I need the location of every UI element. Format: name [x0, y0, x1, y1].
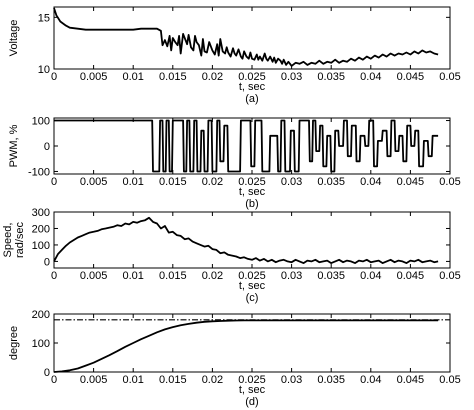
x-axis-label: t, sec: [239, 81, 266, 93]
x-tick-label: 0.005: [80, 71, 108, 83]
x-tick-label: 0.045: [397, 270, 425, 282]
x-tick-label: 0.025: [238, 71, 266, 83]
x-tick-label: 0.025: [238, 270, 266, 282]
x-tick-label: 0.04: [360, 176, 381, 188]
x-tick-label: 0.03: [281, 270, 302, 282]
y-tick-label: 100: [32, 240, 50, 252]
y-tick-label: -100: [28, 166, 50, 178]
x-tick-label: 0.005: [80, 176, 108, 188]
x-tick-label: 0.025: [238, 374, 266, 386]
x-tick-label: 0.01: [122, 270, 143, 282]
plot-frame: [53, 313, 451, 373]
x-tick-label: 0.02: [202, 176, 223, 188]
panel-caption: (a): [245, 93, 258, 105]
voltage-line: [53, 7, 439, 67]
y-tick-label: 100: [32, 338, 50, 350]
x-tick-label: 0: [51, 374, 57, 386]
y-tick-label: 15: [38, 12, 50, 24]
x-tick-label: 0: [51, 71, 57, 83]
pwm-line: [54, 119, 439, 173]
x-tick-label: 0.015: [159, 71, 187, 83]
y-axis-label: PWM, %: [8, 124, 20, 167]
x-tick-label: 0.02: [202, 374, 223, 386]
x-tick-label: 0.03: [281, 176, 302, 188]
y-axis-label: degree: [8, 326, 20, 360]
x-tick-label: 0.045: [397, 374, 425, 386]
y-tick-label: 0: [44, 141, 50, 153]
x-tick-label: 0.04: [360, 374, 381, 386]
y-tick-label: 200: [32, 223, 50, 235]
x-tick-label: 0.04: [360, 270, 381, 282]
y-axis-label: Speed,rad/sec: [2, 221, 26, 258]
x-tick-label: 0.015: [159, 176, 187, 188]
x-tick-label: 0.04: [360, 71, 381, 83]
x-axis-label: t, sec: [239, 186, 266, 198]
x-tick-label: 0.035: [317, 374, 345, 386]
x-tick-label: 0.01: [122, 176, 143, 188]
degree-line: [53, 319, 439, 373]
panel-d-degree: 0 100 200 0 0.005 0.01 0.015 0.02 0.025 0.03 0.035…: [8, 309, 461, 408]
x-tick-label: 0.035: [317, 176, 345, 188]
x-tick-label: 0.03: [281, 71, 302, 83]
x-tick-label: 0.01: [122, 374, 143, 386]
x-tick-label: 0.035: [317, 270, 345, 282]
panel-c-speed: 0 100 200 300 0 0.005 0.01 0.015 0.02 0.025 0.03 0.…: [2, 207, 461, 304]
y-tick-label: 0: [44, 256, 50, 268]
x-tick-label: 0.05: [439, 176, 460, 188]
x-tick-label: 0.005: [80, 270, 108, 282]
y-tick-label: 100: [32, 116, 50, 128]
y-tick-label: 0: [44, 367, 50, 379]
x-tick-label: 0.015: [159, 374, 187, 386]
panel-caption: (c): [246, 292, 259, 304]
x-tick-label: 0.02: [202, 270, 223, 282]
x-tick-label: 0.025: [238, 176, 266, 188]
x-tick-label: 0: [51, 176, 57, 188]
x-tick-label: 0.02: [202, 71, 223, 83]
x-tick-label: 0.05: [439, 71, 460, 83]
speed-line: [53, 216, 439, 265]
x-tick-label: 0.045: [397, 71, 425, 83]
y-axis-label: Voltage: [8, 20, 20, 57]
x-axis-label: t, sec: [239, 280, 266, 292]
x-tick-label: 0.005: [80, 374, 108, 386]
y-tick-label: 300: [32, 207, 50, 219]
y-tick-label: 200: [32, 309, 50, 321]
panel-caption: (b): [245, 198, 258, 210]
x-tick-label: 0.015: [159, 270, 187, 282]
x-axis-label: t, sec: [239, 384, 266, 396]
x-tick-label: 0.01: [122, 71, 143, 83]
x-tick-label: 0.05: [439, 374, 460, 386]
x-tick-label: 0: [51, 270, 57, 282]
plot-frame: [53, 6, 451, 70]
panel-caption: (d): [245, 396, 258, 408]
x-tick-label: 0.035: [317, 71, 345, 83]
y-tick-label: 10: [38, 64, 50, 76]
x-tick-label: 0.045: [397, 176, 425, 188]
panel-a-voltage: 10 15 0 0.005 0.01 0.015 0.02 0.025 0.03 0.035 0.0…: [8, 6, 461, 105]
x-tick-label: 0.03: [281, 374, 302, 386]
x-tick-label: 0.05: [439, 270, 460, 282]
